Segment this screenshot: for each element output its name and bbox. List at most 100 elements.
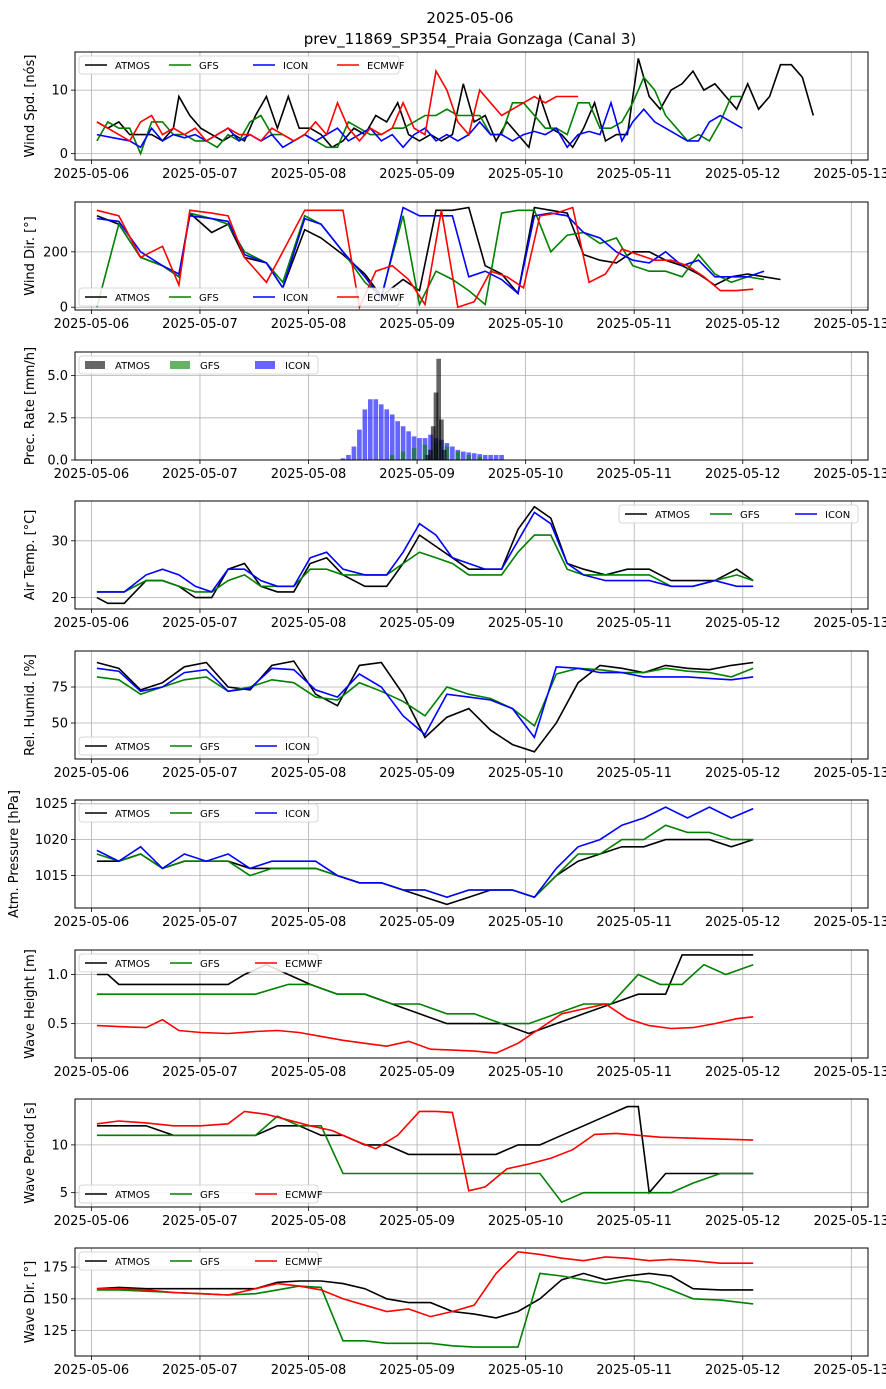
bar-icon bbox=[389, 414, 395, 460]
x-tick-label: 2025-05-13 bbox=[814, 1065, 886, 1080]
y-tick-label: 0.0 bbox=[47, 454, 68, 469]
x-tick-label: 2025-05-08 bbox=[271, 915, 347, 930]
plot-area bbox=[96, 954, 754, 1054]
x-tick-label: 2025-05-12 bbox=[705, 167, 781, 182]
bar-icon bbox=[351, 446, 357, 460]
legend-swatch bbox=[255, 361, 275, 369]
series-line-gfs bbox=[96, 824, 754, 899]
series-line-gfs bbox=[96, 963, 754, 1025]
legend-box bbox=[78, 287, 400, 307]
series-line-atmos bbox=[96, 58, 815, 150]
x-tick-label: 2025-05-09 bbox=[379, 167, 455, 182]
legend: ATMOS GFS ECMWF bbox=[78, 953, 323, 973]
series-line-ecmwf bbox=[96, 1003, 754, 1054]
x-tick-label: 2025-05-07 bbox=[162, 915, 238, 930]
bar-icon bbox=[488, 454, 493, 460]
x-tick-label: 2025-05-12 bbox=[705, 467, 781, 482]
y-axis-label: Air Temp. [°C] bbox=[23, 510, 38, 601]
x-tick-label: 2025-05-06 bbox=[54, 915, 130, 930]
x-tick-label: 2025-05-11 bbox=[596, 1065, 672, 1080]
x-tick-label: 2025-05-10 bbox=[488, 766, 564, 781]
series-line-ecmwf bbox=[96, 1110, 754, 1192]
x-tick-label: 2025-05-09 bbox=[379, 915, 455, 930]
axes-frame bbox=[74, 51, 869, 161]
x-tick-label: 2025-05-07 bbox=[162, 1363, 238, 1378]
y-axis-label: Atm. Pressure [hPa] bbox=[7, 790, 22, 918]
x-tick-label: 2025-05-07 bbox=[162, 1065, 238, 1080]
bar-gfs bbox=[411, 448, 417, 460]
x-tick-label: 2025-05-07 bbox=[162, 167, 238, 182]
x-tick-label: 2025-05-09 bbox=[379, 1363, 455, 1378]
y-tick-label: 150 bbox=[43, 1292, 68, 1307]
x-tick-label: 2025-05-09 bbox=[379, 1214, 455, 1229]
panel-5: 2025-05-06 2025-05-07 2025-05-08 2025-05-09… bbox=[23, 650, 886, 781]
legend: ATMOS GFS ICON bbox=[78, 355, 319, 375]
legend-label: GFS bbox=[199, 293, 219, 304]
panel-7: 2025-05-06 2025-05-07 2025-05-08 2025-05-09… bbox=[23, 949, 886, 1080]
panel-3: 2025-05-06 2025-05-07 2025-05-08 2025-05-09… bbox=[23, 347, 886, 482]
x-tick-label: 2025-05-06 bbox=[54, 167, 130, 182]
bar-gfs bbox=[466, 454, 472, 460]
x-tick-label: 2025-05-06 bbox=[54, 616, 130, 631]
plot-area bbox=[96, 660, 754, 753]
legend-label: ECMWF bbox=[285, 959, 323, 970]
legend: ATMOS GFS ECMWF bbox=[78, 1184, 323, 1204]
y-axis-label: Rel. Humid. [%] bbox=[23, 654, 38, 756]
axes-frame bbox=[74, 650, 869, 760]
bar-atmos bbox=[439, 419, 444, 460]
x-tick-label: 2025-05-11 bbox=[596, 167, 672, 182]
series-line-atmos bbox=[96, 1105, 754, 1195]
y-axis-label: Wave Period [s] bbox=[23, 1102, 38, 1203]
series-line-atmos bbox=[96, 1272, 754, 1319]
x-tick-label: 2025-05-11 bbox=[596, 766, 672, 781]
legend: ATMOS GFS ICON bbox=[78, 736, 319, 756]
bar-gfs bbox=[400, 451, 406, 460]
series-line-ecmwf bbox=[96, 206, 754, 310]
x-tick-label: 2025-05-08 bbox=[271, 317, 347, 332]
bar-atmos bbox=[428, 449, 433, 460]
legend-label: ICON bbox=[285, 809, 310, 820]
x-tick-label: 2025-05-13 bbox=[814, 1363, 886, 1378]
x-tick-label: 2025-05-09 bbox=[379, 766, 455, 781]
x-tick-label: 2025-05-10 bbox=[488, 1065, 564, 1080]
y-tick-label: 1015 bbox=[35, 869, 68, 884]
y-tick-label: 10 bbox=[51, 84, 68, 99]
series-line-gfs bbox=[96, 667, 754, 728]
axes-frame bbox=[74, 1098, 869, 1208]
legend-label: ATMOS bbox=[115, 959, 150, 970]
y-tick-label: 125 bbox=[43, 1324, 68, 1339]
series-line-ecmwf bbox=[96, 68, 579, 143]
bar-atmos bbox=[436, 358, 442, 460]
legend: ATMOS GFS ICON ECMWF bbox=[78, 287, 405, 307]
legend-label: ATMOS bbox=[655, 510, 690, 521]
series-line-icon bbox=[96, 806, 754, 899]
x-tick-label: 2025-05-11 bbox=[596, 915, 672, 930]
series-line-atmos bbox=[96, 954, 754, 1035]
axes-frame bbox=[74, 351, 869, 461]
bar-icon bbox=[357, 429, 362, 460]
bar-icon bbox=[482, 454, 488, 460]
x-tick-label: 2025-05-06 bbox=[54, 1065, 130, 1080]
bar-icon bbox=[471, 453, 477, 460]
y-tick-label: 200 bbox=[43, 245, 68, 260]
y-tick-label: 10 bbox=[51, 1138, 68, 1153]
series-line-gfs bbox=[96, 1115, 754, 1204]
y-tick-label: 20 bbox=[51, 591, 68, 606]
bar-gfs bbox=[389, 454, 395, 460]
x-tick-label: 2025-05-12 bbox=[705, 915, 781, 930]
plot-area bbox=[96, 505, 754, 605]
x-tick-label: 2025-05-13 bbox=[814, 467, 886, 482]
bar-icon bbox=[450, 446, 455, 460]
legend-label: ATMOS bbox=[115, 1257, 150, 1268]
x-tick-label: 2025-05-11 bbox=[596, 616, 672, 631]
bar-icon bbox=[373, 399, 379, 460]
legend: ATMOS GFS ICON bbox=[78, 803, 319, 823]
y-axis-label: Prec. Rate [mm/h] bbox=[23, 347, 38, 465]
x-tick-label: 2025-05-12 bbox=[705, 1065, 781, 1080]
series-line-icon bbox=[96, 206, 765, 301]
legend-label: GFS bbox=[200, 742, 220, 753]
x-tick-label: 2025-05-06 bbox=[54, 467, 130, 482]
bar-icon bbox=[362, 409, 368, 460]
bar-atmos bbox=[433, 392, 439, 460]
